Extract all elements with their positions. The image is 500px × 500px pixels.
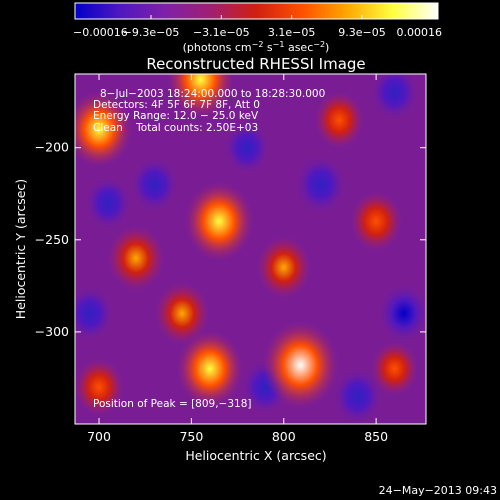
x-tick-label: 700 [87, 429, 111, 444]
colorbar-tick-label: −0.00016 [73, 26, 128, 39]
heatmap-negative-source [129, 156, 179, 213]
heatmap-negative-source [377, 282, 426, 345]
heatmap-positive-source [257, 236, 311, 299]
heatmap-positive-source [371, 342, 418, 396]
heatmap-positive-source [107, 226, 164, 291]
colorbar-tick-label: 0.00016 [397, 26, 443, 39]
peak-position-label: Position of Peak = [809,−318] [93, 398, 252, 410]
plot-frame [74, 73, 427, 425]
annotation-block: 8−Jul−2003 18:24:00.000 to 18:28:30.000 … [93, 88, 325, 134]
heatmap-negative-source [75, 285, 115, 342]
heatmap-positive-source [176, 330, 243, 407]
colorbar [74, 2, 439, 20]
heatmap-positive-source [155, 282, 209, 345]
x-tick-label: 850 [364, 429, 388, 444]
annotation-energy-range: Energy Range: 12.0 − 25.0 keV [93, 110, 259, 122]
heatmap [75, 74, 426, 424]
annotation-counts: Clean Total counts: 2.50E+03 [93, 122, 258, 134]
heatmap-negative-source [223, 120, 271, 175]
chart-title: Reconstructed RHESSI Image [146, 55, 365, 73]
heatmap-positive-source [75, 91, 133, 168]
colorbar-ticks: −0.00016−9.3e−05 −3.1e−05 3.1e−05 9.3e−05 0.… [73, 15, 442, 39]
heatmap-positive-source [184, 181, 254, 261]
y-axis-label: Heliocentric Y (arcsec) [13, 179, 28, 319]
heatmap-positive-source [262, 321, 339, 409]
x-axis-ticks: 700 750 800 850 [87, 74, 388, 444]
y-tick-label: −300 [35, 324, 69, 339]
colorbar-tick-label: 3.1e−05 [268, 26, 315, 39]
heatmap-positive-source [167, 74, 234, 118]
heatmap-positive-source [350, 192, 402, 251]
colorbar-tick-label: −3.1e−05 [193, 26, 250, 39]
heatmap-negative-source [332, 367, 383, 424]
colorbar-tick-label: 9.3e−05 [338, 26, 385, 39]
x-tick-label: 800 [272, 429, 296, 444]
heatmap-negative-source [294, 154, 347, 215]
heatmap-negative-source [370, 74, 420, 121]
colorbar-unit-label: (photons cm−2 s−1 asec−2) [183, 40, 330, 54]
colorbar-tick-label: −9.3e−05 [123, 26, 180, 39]
heatmap-positive-source [314, 92, 364, 148]
y-axis-ticks: −200 −250 −300 [35, 140, 426, 339]
x-tick-label: 750 [179, 429, 203, 444]
y-tick-label: −250 [35, 232, 69, 247]
heatmap-positive-source [75, 359, 124, 416]
y-tick-label: −200 [35, 140, 69, 155]
annotation-time-range: 8−Jul−2003 18:24:00.000 to 18:28:30.000 [100, 88, 325, 100]
heatmap-negative-source [84, 175, 133, 231]
x-axis-label: Heliocentric X (arcsec) [185, 448, 326, 463]
annotation-detectors: Detectors: 4F 5F 6F 7F 8F, Att 0 [93, 99, 260, 111]
footer-date: 24−May−2013 09:43 [379, 484, 497, 497]
